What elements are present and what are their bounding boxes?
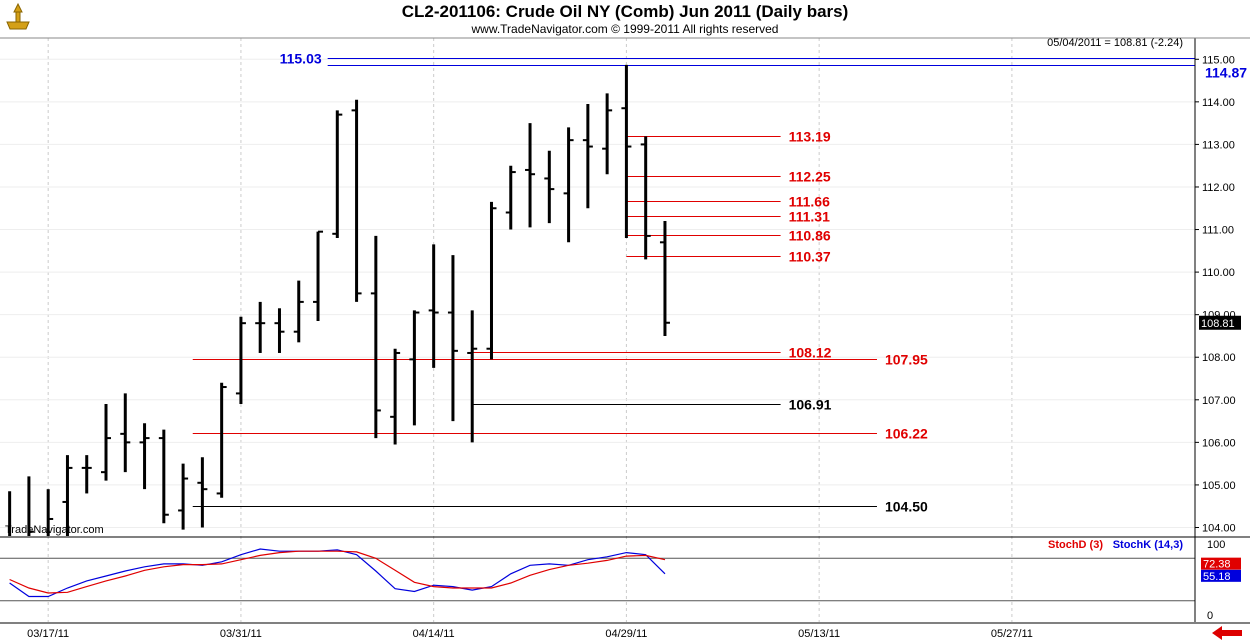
price-bar [582, 103, 593, 209]
price-bar [313, 230, 324, 322]
svg-text:72.38: 72.38 [1203, 559, 1231, 571]
level-label: 110.86 [789, 228, 831, 244]
price-bar [563, 127, 574, 243]
price-bar [178, 463, 189, 530]
price-bar [332, 110, 343, 239]
watermark: TradeNavigator.com [5, 524, 104, 536]
legend-stoch-d: StochD (3) [1048, 539, 1103, 551]
y-tick-label: 110.00 [1202, 267, 1235, 279]
price-bar [120, 393, 131, 473]
price-bar [486, 201, 497, 360]
level-label: 111.66 [789, 194, 830, 210]
y-tick-label: 105.00 [1202, 480, 1236, 492]
price-bar [216, 382, 227, 498]
price-bar [235, 316, 246, 405]
price-bar [505, 165, 516, 230]
y-tick-label: 106.00 [1202, 437, 1236, 449]
last-price-tag: 108.81 [1199, 315, 1241, 330]
price-bar [62, 455, 73, 536]
level-label: 106.22 [885, 426, 928, 442]
y-tick-label: 111.00 [1202, 225, 1234, 237]
stochastic-panel: StochD (3) StochK (14,3) [0, 539, 1195, 602]
price-bar [370, 235, 381, 439]
trading-post-logo-icon [6, 2, 30, 30]
price-bar [8, 491, 12, 536]
price-bar [158, 429, 169, 524]
y-tick-label: 112.00 [1202, 182, 1235, 194]
price-bar [467, 310, 478, 443]
price-bar [621, 64, 632, 239]
red-left-arrow-icon[interactable] [1212, 626, 1242, 640]
price-bar [139, 423, 150, 490]
stoch-k-value-tag: 55.18 [1201, 569, 1241, 583]
price-bar [390, 348, 401, 445]
price-bar [255, 301, 266, 353]
x-tick-label: 03/17/11 [27, 628, 69, 640]
level-label: 115.03 [280, 51, 322, 67]
svg-text:55.18: 55.18 [1203, 571, 1231, 583]
price-bar [274, 308, 285, 353]
level-label: 106.91 [789, 397, 832, 413]
x-tick-label: 03/31/11 [220, 628, 262, 640]
price-bar [293, 280, 304, 343]
legend-stoch-k: StochK (14,3) [1113, 539, 1184, 551]
price-bar [81, 455, 92, 494]
svg-text:108.81: 108.81 [1201, 318, 1235, 330]
level-label: 110.37 [789, 249, 831, 265]
level-label: 114.87 [1205, 65, 1247, 81]
y-tick-label: 113.00 [1202, 139, 1235, 151]
price-bar [447, 255, 458, 422]
level-label: 104.50 [885, 499, 928, 515]
price-bar [409, 310, 420, 426]
grid-lines [0, 38, 1195, 622]
x-tick-label: 04/29/11 [605, 628, 647, 640]
price-bar [46, 489, 54, 536]
price-bar [27, 476, 34, 536]
stoch-d-value-tag: 72.38 [1201, 557, 1241, 571]
chart-title: CL2-201106: Crude Oil NY (Comb) Jun 2011… [401, 2, 849, 21]
level-label: 111.31 [789, 209, 830, 225]
level-label: 107.95 [885, 352, 928, 368]
price-bar [101, 404, 112, 481]
stoch-y-tick-label: 0 [1207, 610, 1213, 622]
x-tick-label: 05/13/11 [798, 628, 840, 640]
price-bar [197, 457, 208, 528]
x-tick-label: 04/14/11 [413, 628, 455, 640]
y-tick-label: 108.00 [1202, 352, 1236, 364]
y-tick-label: 115.00 [1202, 54, 1235, 66]
stoch-series-line [9, 548, 666, 598]
price-bar [428, 244, 439, 368]
level-label: 108.12 [789, 345, 832, 361]
chart-subtitle: www.TradeNavigator.com © 1999-2011 All r… [471, 22, 779, 36]
price-bar [351, 99, 362, 302]
axes: 03/17/11 03/31/11 04/14/11 04/29/11 05/13/11… [0, 37, 1250, 640]
price-bar [602, 93, 613, 175]
y-tick-label: 114.00 [1202, 97, 1235, 109]
stoch-series-line [9, 550, 666, 594]
y-tick-label: 104.00 [1202, 522, 1236, 534]
price-bar [640, 136, 651, 260]
x-tick-label: 05/27/11 [991, 628, 1033, 640]
price-bar [544, 150, 555, 224]
price-bars [8, 64, 670, 536]
price-bar [659, 221, 670, 336]
price-bar [525, 123, 536, 228]
stoch-y-tick-label: 100 [1207, 539, 1225, 551]
last-price-readout: 05/04/2011 = 108.81 (-2.24) [1047, 37, 1183, 49]
y-tick-label: 107.00 [1202, 395, 1236, 407]
level-label: 113.19 [789, 129, 831, 145]
level-label: 112.25 [789, 169, 831, 185]
